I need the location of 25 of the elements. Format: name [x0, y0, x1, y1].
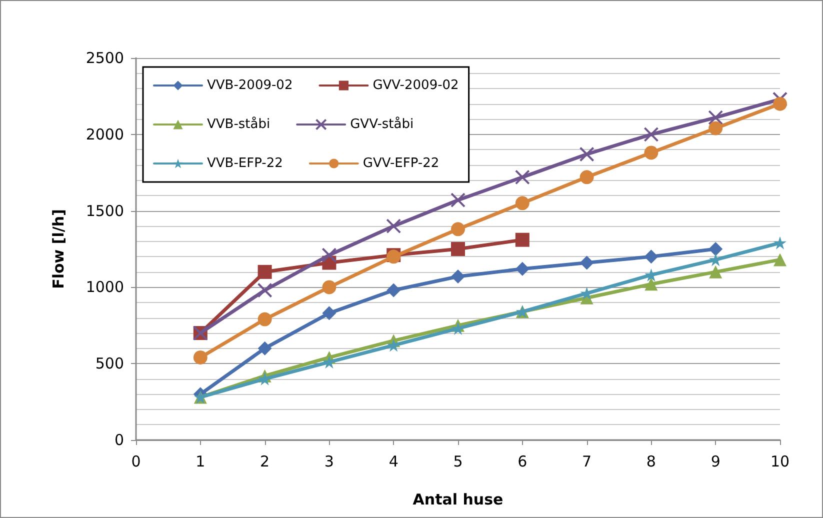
x-tick-label: 1 — [196, 452, 206, 470]
y-tick-label: 2000 — [86, 125, 124, 144]
x-tick-label: 5 — [453, 452, 463, 470]
x-axis-title: Antal huse — [412, 490, 504, 508]
y-tick-label: 0 — [114, 431, 124, 449]
legend-label: GVV-2009-02 — [372, 78, 459, 93]
y-tick-label: 2500 — [86, 49, 124, 67]
x-tick-label: 4 — [388, 452, 398, 470]
y-axis-title: Flow [l/h] — [50, 209, 68, 289]
legend-label: VVB-ståbi — [207, 116, 270, 132]
legend-label: VVB-2009-02 — [207, 78, 293, 93]
legend-label: VVB-EFP-22 — [207, 156, 283, 171]
y-tick-label: 1500 — [86, 202, 124, 220]
y-tick-label: 500 — [95, 354, 124, 373]
x-tick-label: 2 — [260, 452, 270, 470]
x-tick-label: 7 — [582, 452, 592, 470]
x-tick-label: 9 — [710, 452, 720, 470]
x-tick-label: 6 — [518, 452, 528, 470]
x-tick-label: 3 — [324, 452, 334, 470]
x-tick-label: 0 — [131, 452, 141, 470]
legend-label: GVV-ståbi — [350, 116, 414, 132]
legend-label: GVV-EFP-22 — [362, 156, 440, 171]
x-tick-label: 10 — [770, 452, 790, 470]
y-tick-label: 1000 — [86, 278, 124, 296]
x-tick-label: 8 — [646, 452, 656, 470]
